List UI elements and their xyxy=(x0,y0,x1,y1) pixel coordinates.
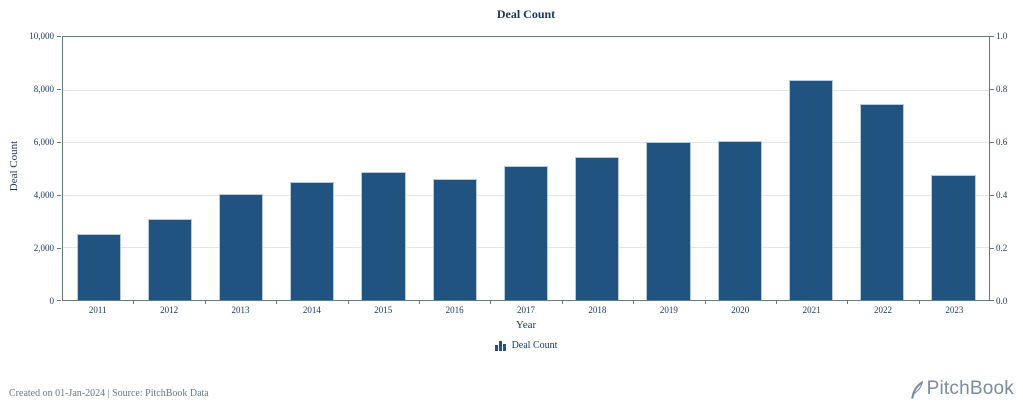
y-right-tick-label: 0.2 xyxy=(996,243,1008,253)
x-axis-label-2012: 2012 xyxy=(160,305,179,315)
x-tick-mark xyxy=(276,301,278,304)
x-tick-mark xyxy=(775,301,777,304)
y-tick-mark xyxy=(57,36,61,37)
x-axis-label-2015: 2015 xyxy=(374,305,393,315)
footer-created-text: Created on 01-Jan-2024 | Source: PitchBo… xyxy=(9,388,209,399)
gridline xyxy=(63,142,989,143)
y-tick-mark xyxy=(57,248,61,249)
quill-icon xyxy=(910,380,923,399)
x-axis-label-2014: 2014 xyxy=(302,305,321,315)
bar-2016 xyxy=(432,179,477,300)
x-axis-label-2022: 2022 xyxy=(873,305,892,315)
y-left-tick-label: 2,000 xyxy=(33,243,54,253)
bar-2019 xyxy=(646,142,691,300)
legend: Deal Count xyxy=(62,340,990,351)
bar-2022 xyxy=(860,104,905,300)
x-axis-label-2016: 2016 xyxy=(445,305,464,315)
y-tick-mark xyxy=(57,142,61,143)
bar-slot-2017 xyxy=(490,37,561,300)
x-axis-label-2013: 2013 xyxy=(231,305,250,315)
y-axis-left: 10,000 8,000 6,000 4,000 2,000 0 xyxy=(0,31,56,306)
x-tick-mark xyxy=(633,301,635,304)
x-tick-mark xyxy=(561,301,563,304)
bar-2018 xyxy=(575,156,620,300)
x-tick-mark xyxy=(418,301,420,304)
bar-2013 xyxy=(219,193,264,300)
bar-2015 xyxy=(361,172,406,300)
x-tick-mark xyxy=(918,301,920,304)
bar-2014 xyxy=(290,181,335,300)
x-tick-mark xyxy=(847,301,849,304)
x-axis-label-2021: 2021 xyxy=(802,305,821,315)
y-right-tick-label: 1.0 xyxy=(996,31,1008,41)
gridline xyxy=(63,90,989,91)
bar-slot-2016 xyxy=(419,37,490,300)
pitchbook-logo: PitchBook xyxy=(909,378,1014,400)
y-tick-mark xyxy=(57,300,61,301)
bar-2012 xyxy=(147,218,192,300)
y-tick-mark xyxy=(990,89,994,90)
y-left-tick-label: 10,000 xyxy=(29,31,54,41)
bar-2023 xyxy=(931,175,976,300)
chart-title: Deal Count xyxy=(496,7,556,21)
bar-2011 xyxy=(76,234,121,300)
bars-container xyxy=(63,37,989,300)
y-left-tick-label: 8,000 xyxy=(33,84,54,94)
y-right-tick-label: 0.8 xyxy=(996,84,1008,94)
bar-2017 xyxy=(503,165,549,300)
x-tick-mark xyxy=(490,301,492,304)
legend-label: Deal Count xyxy=(511,340,558,351)
y-left-tick-label: 4,000 xyxy=(33,190,54,200)
bar-chart-icon xyxy=(494,341,506,351)
bar-slot-2021 xyxy=(775,37,846,300)
bar-slot-2014 xyxy=(277,37,348,300)
bar-slot-2023 xyxy=(918,37,989,300)
y-left-tick-label: 6,000 xyxy=(33,137,54,147)
bar-slot-2022 xyxy=(847,37,918,300)
x-axis-label-2019: 2019 xyxy=(659,305,678,315)
x-axis-title: Year xyxy=(515,319,537,331)
y-left-tick-label: 0 xyxy=(49,296,55,306)
y-tick-mark xyxy=(990,36,994,37)
x-axis-label-2011: 2011 xyxy=(88,305,107,315)
x-tick-mark xyxy=(204,301,206,304)
y-tick-mark xyxy=(990,248,994,249)
y-right-tick-label: 0.0 xyxy=(996,296,1008,306)
bar-slot-2012 xyxy=(134,37,205,300)
x-axis-label-2020: 2020 xyxy=(731,305,750,315)
y-tick-mark xyxy=(57,89,61,90)
y-tick-mark xyxy=(990,300,994,301)
bar-slot-2019 xyxy=(633,37,704,300)
bar-slot-2015 xyxy=(348,37,419,300)
x-tick-mark xyxy=(347,301,349,304)
x-axis-label-2017: 2017 xyxy=(517,305,536,315)
bar-slot-2013 xyxy=(205,37,276,300)
y-right-tick-label: 0.4 xyxy=(996,190,1008,200)
x-tick-mark xyxy=(704,301,706,304)
plot-area xyxy=(62,36,990,301)
x-axis-label-2018: 2018 xyxy=(588,305,607,315)
y-tick-mark xyxy=(57,195,61,196)
bar-slot-2018 xyxy=(562,37,633,300)
x-axis-labels: 2011 2012 2013 2014 2015 2016 2017 2018 2019 2020… xyxy=(62,305,990,315)
y-tick-mark xyxy=(990,142,994,143)
x-tick-mark xyxy=(133,301,135,304)
brand-text: PitchBook xyxy=(926,378,1014,399)
bar-2021 xyxy=(788,80,834,300)
x-axis-label-2023: 2023 xyxy=(945,305,964,315)
y-tick-mark xyxy=(990,195,994,196)
y-right-tick-label: 0.6 xyxy=(996,137,1008,147)
bar-slot-2011 xyxy=(63,37,134,300)
y-axis-right: 1.0 0.8 0.6 0.4 0.2 0.0 xyxy=(996,31,1023,306)
bar-2020 xyxy=(717,140,762,300)
bar-slot-2020 xyxy=(704,37,775,300)
